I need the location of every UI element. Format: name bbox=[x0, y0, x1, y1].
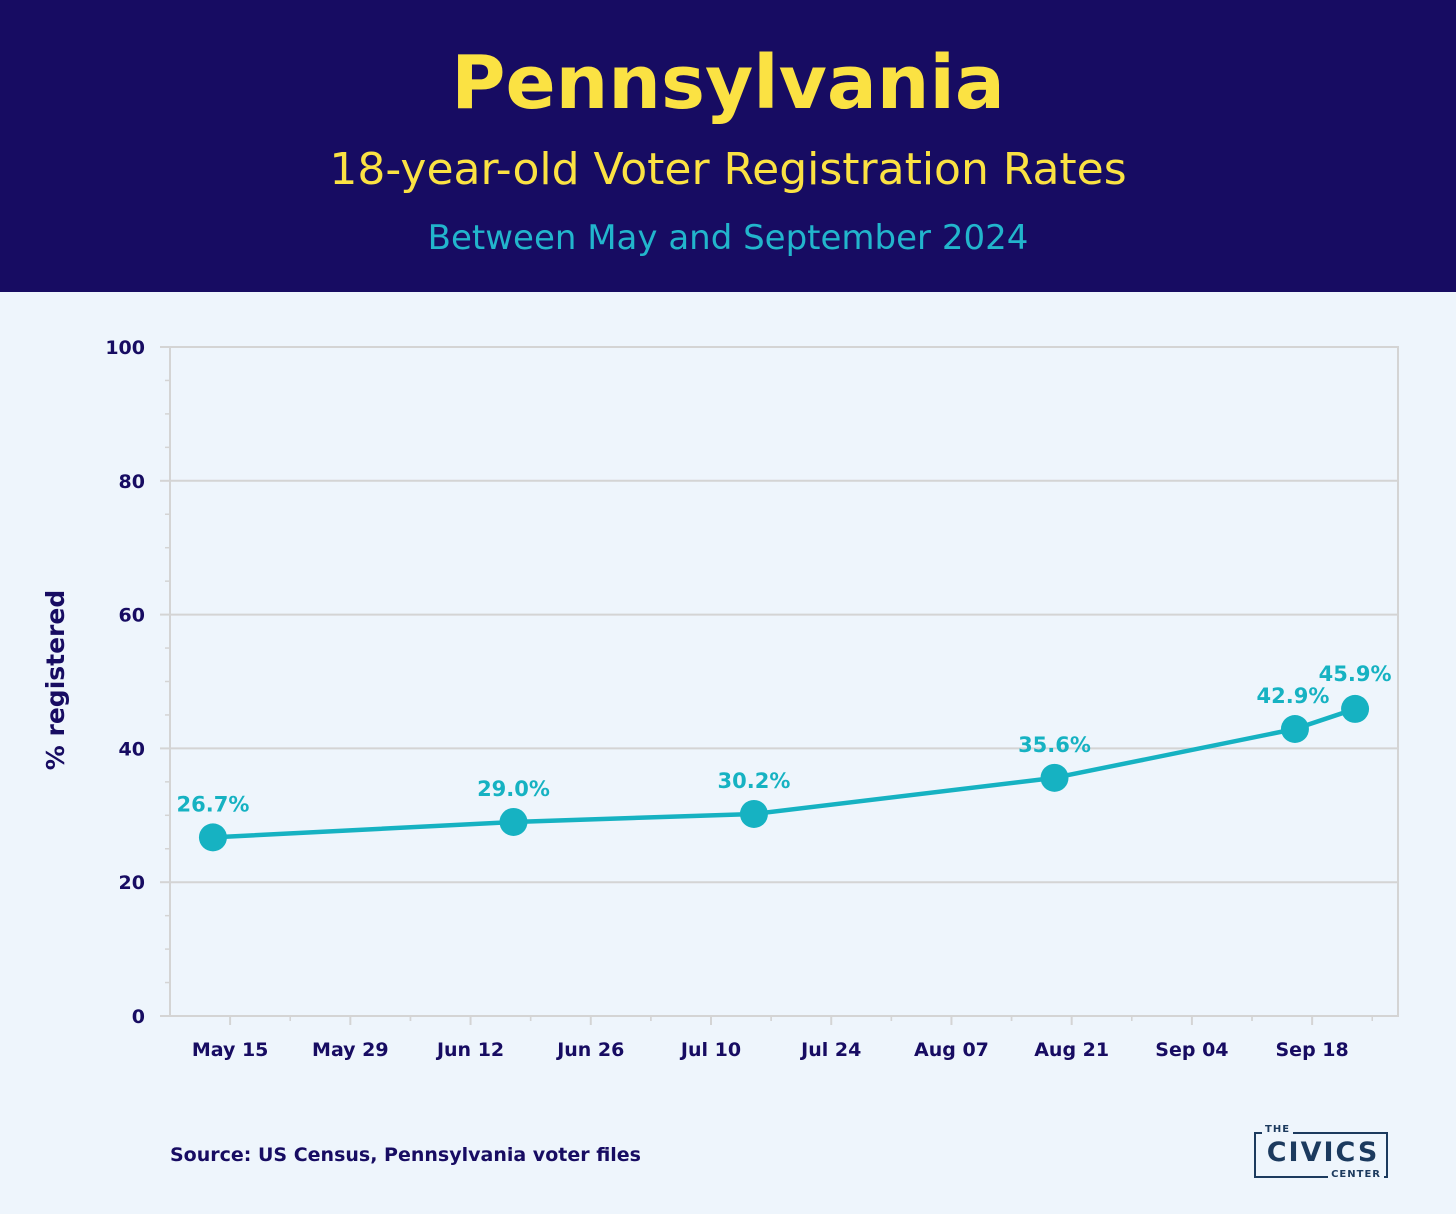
data-label: 35.6% bbox=[1018, 733, 1091, 757]
data-point bbox=[499, 807, 528, 836]
line-chart: 0 20 40 60 80 100 May 15 May 29 Jun 12 Jun 26 Jul … bbox=[41, 337, 1399, 1061]
data-label: 29.0% bbox=[477, 777, 550, 801]
civics-center-logo: THE CIVICS CENTER bbox=[1254, 1124, 1392, 1180]
data-point bbox=[1280, 714, 1309, 743]
x-tick-label: Aug 07 bbox=[914, 1039, 989, 1061]
x-tick-label: Sep 04 bbox=[1155, 1039, 1228, 1061]
logo-civics-text: CIVICS bbox=[1266, 1137, 1380, 1168]
y-tick-label: 100 bbox=[105, 337, 145, 359]
x-tick-label: Aug 21 bbox=[1034, 1039, 1109, 1061]
chart-subtitle: 18-year-old Voter Registration Rates bbox=[329, 144, 1127, 195]
x-tick-label: Sep 18 bbox=[1276, 1039, 1349, 1061]
data-label: 42.9% bbox=[1257, 684, 1330, 708]
y-axis-label: % registered bbox=[41, 590, 70, 770]
data-point bbox=[1040, 763, 1069, 792]
x-tick-label: Jun 12 bbox=[435, 1039, 504, 1061]
y-tick-label: 20 bbox=[119, 872, 145, 894]
source-note: Source: US Census, Pennsylvania voter fi… bbox=[170, 1144, 641, 1166]
y-tick-label: 40 bbox=[119, 738, 145, 760]
data-point bbox=[1341, 694, 1370, 723]
y-tick-label: 60 bbox=[119, 605, 145, 627]
y-tick-label: 0 bbox=[132, 1006, 145, 1028]
logo-center-text: CENTER bbox=[1328, 1169, 1384, 1180]
header-banner: Pennsylvania 18-year-old Voter Registrat… bbox=[0, 0, 1456, 292]
x-tick-label: May 15 bbox=[192, 1039, 269, 1061]
data-point bbox=[198, 823, 227, 852]
logo-frame bbox=[1254, 1132, 1388, 1178]
y-tick-label: 80 bbox=[119, 471, 145, 493]
x-tick-label: Jul 10 bbox=[679, 1039, 741, 1061]
data-label: 30.2% bbox=[718, 769, 791, 793]
plot-frame bbox=[169, 346, 1399, 1017]
data-label: 26.7% bbox=[177, 792, 250, 816]
x-tick-label: May 29 bbox=[312, 1039, 389, 1061]
chart-date-range: Between May and September 2024 bbox=[427, 218, 1029, 258]
chart-title: Pennsylvania bbox=[451, 40, 1005, 126]
logo-the-text: THE bbox=[1262, 1124, 1294, 1135]
data-label: 45.9% bbox=[1319, 662, 1392, 686]
data-point bbox=[739, 799, 768, 828]
x-tick-label: Jul 24 bbox=[799, 1039, 861, 1061]
x-tick-label: Jun 26 bbox=[555, 1039, 624, 1061]
